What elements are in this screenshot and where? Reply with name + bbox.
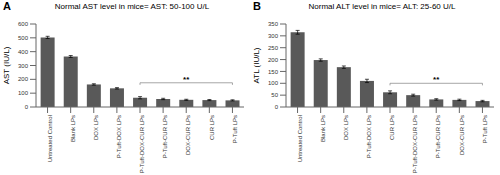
svg-text:0: 0: [275, 104, 279, 110]
svg-text:DOX-CUR LPs: DOX-CUR LPs: [185, 115, 191, 155]
svg-text:P-Tuft-DOX-CUR LPs: P-Tuft-DOX-CUR LPs: [412, 115, 418, 173]
svg-text:600: 600: [18, 21, 29, 27]
svg-text:P-Tuft-CUR LPs: P-Tuft-CUR LPs: [435, 115, 441, 158]
html-text:Normal ALT level in mice= ALT:: Normal ALT level in mice= ALT: 25-60 U/L: [308, 2, 456, 11]
svg-text:250: 250: [268, 45, 279, 51]
svg-text:P-Tuft LPs: P-Tuft LPs: [482, 115, 488, 143]
html-text:Normal AST level in mice= AST:: Normal AST level in mice= AST: 50-100 U/…: [54, 2, 210, 11]
svg-text:P-Tuft-DOX LPs: P-Tuft-DOX LPs: [116, 115, 122, 158]
svg-text:P-Tuft-CUR LPs: P-Tuft-CUR LPs: [162, 115, 168, 158]
svg-text:400: 400: [18, 49, 29, 55]
svg-text:300: 300: [268, 33, 279, 39]
svg-text:CUR LPs: CUR LPs: [209, 115, 215, 140]
svg-text:Blank LPs: Blank LPs: [320, 115, 326, 142]
svg-text:**: **: [183, 75, 190, 84]
svg-text:DOX LPs: DOX LPs: [93, 115, 99, 140]
svg-text:300: 300: [18, 63, 29, 69]
svg-text:ATL (IU/L): ATL (IU/L): [252, 47, 261, 83]
svg-text:0: 0: [25, 104, 29, 110]
svg-text:500: 500: [18, 35, 29, 41]
svg-text:P-Tuft-DOX-CUR LPs: P-Tuft-DOX-CUR LPs: [139, 115, 145, 173]
svg-text:CUR LPs: CUR LPs: [389, 115, 395, 140]
svg-text:350: 350: [268, 21, 279, 27]
svg-text:150: 150: [268, 69, 279, 75]
html-text:B: B: [253, 0, 261, 12]
svg-text:Untreated Control: Untreated Control: [297, 115, 303, 162]
html-text:A: A: [3, 0, 11, 12]
svg-text:P-Tuft LPs: P-Tuft LPs: [232, 115, 238, 143]
svg-text:DOX-CUR LPs: DOX-CUR LPs: [459, 115, 465, 155]
svg-text:Untreated Control: Untreated Control: [47, 115, 53, 162]
svg-text:P-Tuft-DOX LPs: P-Tuft-DOX LPs: [366, 115, 372, 158]
svg-text:AST (IU/L): AST (IU/L): [8, 46, 11, 84]
svg-text:50: 50: [271, 92, 278, 98]
svg-text:100: 100: [18, 90, 29, 96]
svg-text:200: 200: [18, 76, 29, 82]
svg-text:100: 100: [268, 80, 279, 86]
svg-text:DOX LPs: DOX LPs: [343, 115, 349, 140]
svg-text:**: **: [433, 75, 440, 84]
svg-text:200: 200: [268, 57, 279, 63]
svg-text:Blank LPs: Blank LPs: [70, 115, 76, 142]
